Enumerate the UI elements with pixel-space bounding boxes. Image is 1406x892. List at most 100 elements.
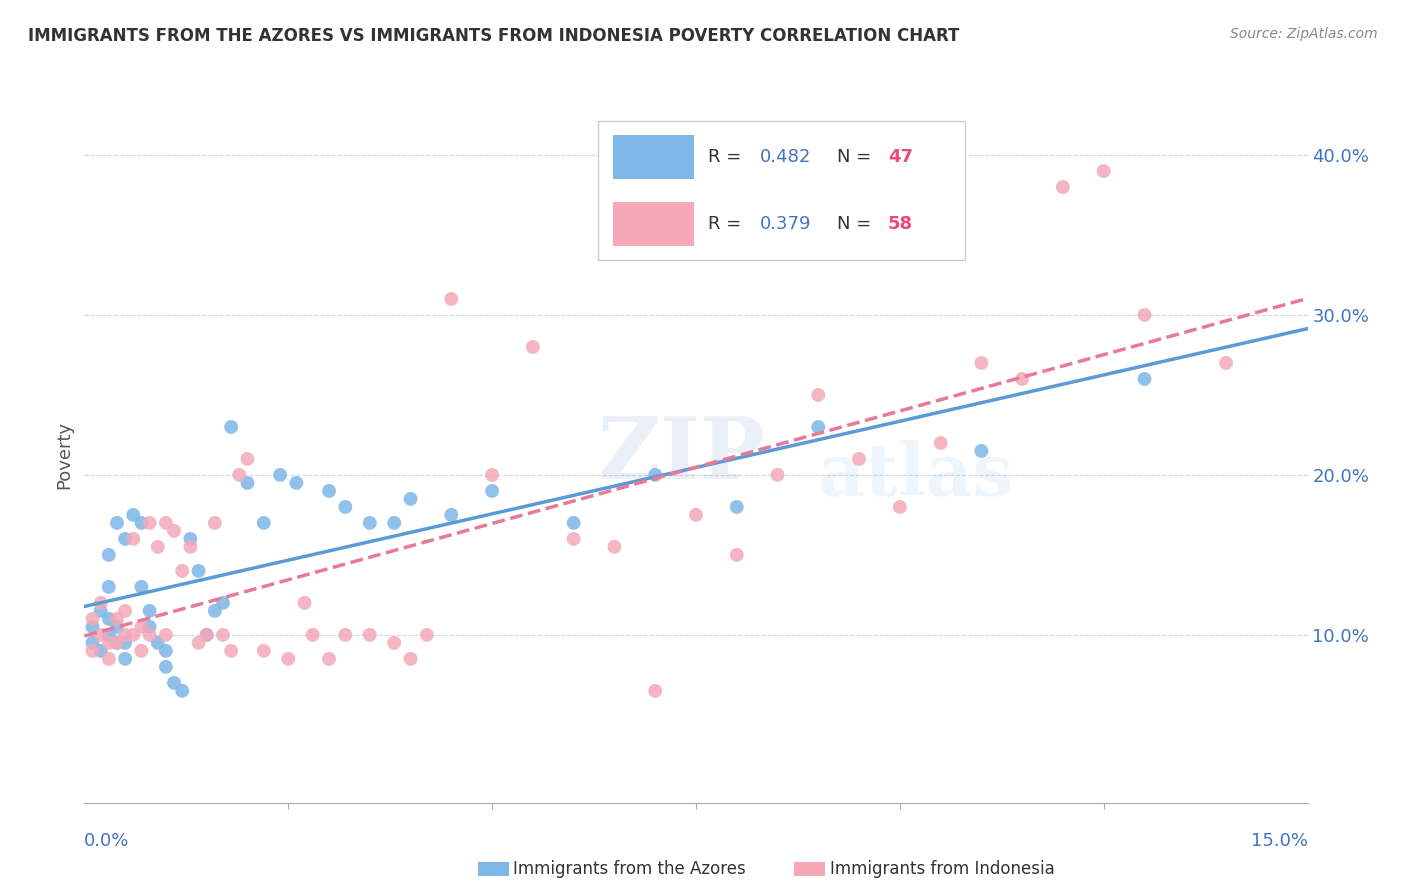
Point bbox=[1133, 372, 1156, 386]
Point bbox=[90, 628, 112, 642]
Point bbox=[228, 467, 250, 482]
Point bbox=[97, 548, 120, 562]
Text: IMMIGRANTS FROM THE AZORES VS IMMIGRANTS FROM INDONESIA POVERTY CORRELATION CHAR: IMMIGRANTS FROM THE AZORES VS IMMIGRANTS… bbox=[28, 27, 959, 45]
Point bbox=[155, 644, 177, 658]
Point bbox=[179, 532, 201, 546]
Point bbox=[82, 644, 104, 658]
Point bbox=[105, 620, 128, 634]
Point bbox=[204, 604, 226, 618]
Point bbox=[562, 532, 585, 546]
Point bbox=[212, 628, 235, 642]
Point bbox=[138, 516, 160, 530]
Point bbox=[195, 628, 218, 642]
Point bbox=[236, 475, 259, 490]
Point bbox=[90, 644, 112, 658]
Point bbox=[522, 340, 544, 354]
Point bbox=[97, 580, 120, 594]
Point bbox=[82, 620, 104, 634]
Text: 15.0%: 15.0% bbox=[1250, 831, 1308, 849]
Point bbox=[335, 628, 357, 642]
Point bbox=[219, 420, 242, 434]
Point bbox=[359, 516, 381, 530]
Point bbox=[889, 500, 911, 514]
Point bbox=[1052, 180, 1074, 194]
Point bbox=[122, 628, 145, 642]
Point bbox=[603, 540, 626, 554]
Y-axis label: Poverty: Poverty bbox=[55, 421, 73, 489]
Point bbox=[138, 628, 160, 642]
Point bbox=[114, 628, 136, 642]
Point bbox=[114, 652, 136, 666]
Point bbox=[138, 620, 160, 634]
Point bbox=[382, 636, 405, 650]
Text: Source: ZipAtlas.com: Source: ZipAtlas.com bbox=[1230, 27, 1378, 41]
Point bbox=[122, 532, 145, 546]
Point bbox=[155, 660, 177, 674]
Point bbox=[359, 628, 381, 642]
Point bbox=[195, 628, 218, 642]
Point bbox=[131, 620, 153, 634]
Point bbox=[97, 612, 120, 626]
Point bbox=[335, 500, 357, 514]
Point bbox=[318, 652, 340, 666]
Point bbox=[105, 636, 128, 650]
Point bbox=[1011, 372, 1033, 386]
Point bbox=[97, 628, 120, 642]
Point bbox=[440, 292, 463, 306]
Point bbox=[685, 508, 707, 522]
Point bbox=[644, 467, 666, 482]
Text: Immigrants from the Azores: Immigrants from the Azores bbox=[513, 860, 747, 878]
Point bbox=[970, 444, 993, 458]
Point bbox=[399, 652, 422, 666]
Point bbox=[187, 636, 209, 650]
Point bbox=[236, 451, 259, 466]
Point bbox=[848, 451, 870, 466]
Point bbox=[114, 604, 136, 618]
Point bbox=[440, 508, 463, 522]
Point bbox=[82, 636, 104, 650]
Point bbox=[114, 636, 136, 650]
Point bbox=[970, 356, 993, 370]
Point bbox=[277, 652, 299, 666]
Point bbox=[122, 508, 145, 522]
Point bbox=[155, 516, 177, 530]
Point bbox=[179, 540, 201, 554]
Point bbox=[82, 612, 104, 626]
Point bbox=[90, 604, 112, 618]
Point bbox=[416, 628, 439, 642]
Point bbox=[146, 636, 169, 650]
Point bbox=[807, 420, 830, 434]
Point bbox=[114, 532, 136, 546]
Point bbox=[97, 652, 120, 666]
Point bbox=[562, 516, 585, 530]
Point bbox=[131, 644, 153, 658]
Text: atlas: atlas bbox=[818, 441, 1014, 511]
Point bbox=[105, 516, 128, 530]
Point bbox=[219, 644, 242, 658]
Point bbox=[382, 516, 405, 530]
Point bbox=[155, 628, 177, 642]
Point bbox=[105, 612, 128, 626]
Point bbox=[929, 436, 952, 450]
Point bbox=[131, 516, 153, 530]
Point bbox=[187, 564, 209, 578]
Point bbox=[807, 388, 830, 402]
Point bbox=[172, 683, 194, 698]
Point bbox=[766, 467, 789, 482]
Point bbox=[146, 540, 169, 554]
Point bbox=[481, 467, 503, 482]
Point bbox=[1092, 164, 1115, 178]
Point bbox=[131, 580, 153, 594]
Text: 0.0%: 0.0% bbox=[84, 831, 129, 849]
Point bbox=[105, 636, 128, 650]
Point bbox=[725, 548, 748, 562]
Point bbox=[1215, 356, 1237, 370]
Point bbox=[163, 524, 186, 538]
Point bbox=[253, 644, 276, 658]
Point bbox=[212, 596, 235, 610]
Point bbox=[318, 483, 340, 498]
Point bbox=[1133, 308, 1156, 322]
Point bbox=[644, 683, 666, 698]
Point bbox=[399, 491, 422, 506]
Point bbox=[725, 500, 748, 514]
